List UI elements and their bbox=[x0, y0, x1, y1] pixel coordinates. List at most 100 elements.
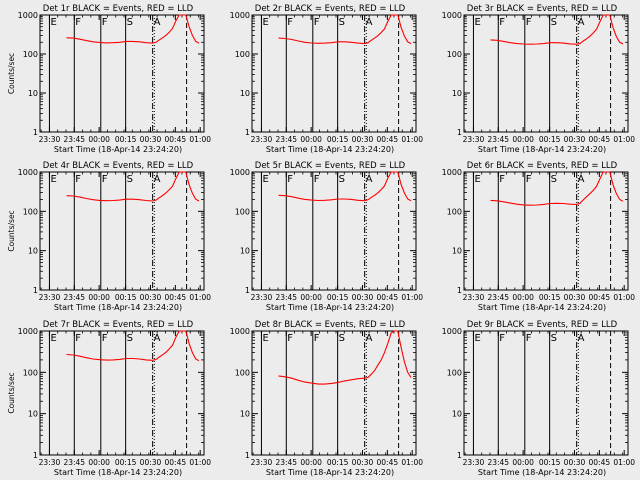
lld-series-line bbox=[490, 14, 624, 45]
lld-series-line bbox=[66, 330, 200, 362]
marker-label: S bbox=[551, 174, 557, 185]
x-tick-label: 23:30 bbox=[463, 458, 485, 467]
y-tick-label: 1000 bbox=[442, 168, 462, 177]
y-tick-label: 1000 bbox=[18, 168, 38, 177]
y-tick-label: 10 bbox=[452, 410, 462, 419]
x-tick-label: 23:45 bbox=[487, 293, 509, 302]
y-tick-label: 10 bbox=[240, 89, 250, 98]
plot-frame bbox=[39, 171, 205, 291]
x-tick-label: 00:45 bbox=[377, 135, 399, 144]
chart-panel-6: Det 6r BLACK = Events, RED = LLD 1 10 100 10… bbox=[442, 161, 635, 312]
x-tick-label: 23:45 bbox=[487, 458, 509, 467]
plot-frame bbox=[463, 171, 629, 291]
x-tick-label: 00:45 bbox=[377, 293, 399, 302]
y-tick-label: 1 bbox=[33, 128, 38, 137]
marker-label: F bbox=[526, 174, 532, 185]
y-tick-label: 1000 bbox=[442, 327, 462, 336]
marker-label: E bbox=[50, 17, 56, 28]
x-tick-label: 00:00 bbox=[512, 135, 534, 144]
y-tick-label: 10 bbox=[28, 89, 38, 98]
y-tick-label: 1 bbox=[457, 128, 462, 137]
marker-label: F bbox=[287, 333, 293, 344]
y-tick-label: 100 bbox=[235, 207, 250, 216]
x-tick-label: 23:30 bbox=[463, 135, 485, 144]
x-tick-label: 23:45 bbox=[275, 293, 297, 302]
x-tick-label: 01:00 bbox=[401, 458, 423, 467]
chart-panel-2: Det 2r BLACK = Events, RED = LLD 1 10 100 10… bbox=[230, 4, 423, 154]
x-tick-label: 23:45 bbox=[63, 293, 85, 302]
marker-label: F bbox=[102, 17, 108, 28]
panel-title: Det 3r BLACK = Events, RED = LLD bbox=[467, 4, 618, 14]
lld-series-line bbox=[490, 171, 624, 206]
marker-label: S bbox=[339, 17, 345, 28]
chart-panel-1: Det 1r BLACK = Events, RED = LLD 1 10 100 10… bbox=[7, 4, 211, 154]
marker-label: E bbox=[262, 333, 268, 344]
x-tick-label: 00:00 bbox=[300, 293, 322, 302]
x-tick-label: 23:30 bbox=[39, 135, 61, 144]
marker-label: F bbox=[75, 17, 81, 28]
panel-title: Det 8r BLACK = Events, RED = LLD bbox=[255, 320, 406, 330]
x-axis-label: Start Time (18-Apr-14 23:24:20) bbox=[266, 468, 394, 477]
x-tick-label: 23:45 bbox=[275, 135, 297, 144]
x-axis-label: Start Time (18-Apr-14 23:24:20) bbox=[478, 145, 606, 154]
y-tick-label: 100 bbox=[447, 368, 462, 377]
marker-label: F bbox=[526, 17, 532, 28]
marker-label: E bbox=[262, 174, 268, 185]
x-tick-label: 23:30 bbox=[251, 293, 273, 302]
y-tick-label: 1 bbox=[33, 451, 38, 460]
x-tick-label: 23:30 bbox=[251, 135, 273, 144]
x-axis-label: Start Time (18-Apr-14 23:24:20) bbox=[478, 468, 606, 477]
x-tick-label: 00:00 bbox=[300, 458, 322, 467]
x-tick-label: 00:15 bbox=[539, 135, 561, 144]
y-tick-label: 1 bbox=[457, 451, 462, 460]
marker-label: F bbox=[526, 333, 532, 344]
x-tick-label: 00:15 bbox=[115, 458, 137, 467]
x-tick-label: 00:15 bbox=[327, 293, 349, 302]
marker-label: S bbox=[339, 174, 345, 185]
marker-label: F bbox=[287, 17, 293, 28]
marker-label: S bbox=[551, 17, 557, 28]
panel-title: Det 1r BLACK = Events, RED = LLD bbox=[43, 4, 194, 14]
x-tick-label: 23:45 bbox=[63, 135, 85, 144]
marker-label: S bbox=[127, 17, 133, 28]
chart-panel-4: Det 4r BLACK = Events, RED = LLD 1 10 100 10… bbox=[7, 161, 211, 312]
y-tick-label: 100 bbox=[235, 50, 250, 59]
y-tick-label: 100 bbox=[447, 50, 462, 59]
plot-frame bbox=[251, 171, 417, 291]
x-axis-label: Start Time (18-Apr-14 23:24:20) bbox=[266, 145, 394, 154]
x-tick-label: 00:00 bbox=[300, 135, 322, 144]
plot-frame bbox=[39, 330, 205, 456]
y-tick-label: 1 bbox=[457, 286, 462, 295]
x-tick-label: 00:00 bbox=[512, 293, 534, 302]
x-tick-label: 00:30 bbox=[352, 135, 374, 144]
x-tick-label: 00:15 bbox=[327, 458, 349, 467]
panel-title: Det 5r BLACK = Events, RED = LLD bbox=[255, 161, 406, 171]
x-tick-label: 01:00 bbox=[189, 135, 211, 144]
plot-frame bbox=[251, 14, 417, 133]
lld-series-line bbox=[278, 14, 412, 45]
x-tick-label: 00:30 bbox=[352, 293, 374, 302]
x-tick-label: 01:00 bbox=[613, 293, 635, 302]
y-tick-label: 10 bbox=[28, 247, 38, 256]
x-tick-label: 00:00 bbox=[88, 135, 110, 144]
x-tick-label: 00:00 bbox=[512, 458, 534, 467]
marker-label: E bbox=[262, 17, 268, 28]
x-tick-label: 23:30 bbox=[463, 293, 485, 302]
chart-panel-8: Det 8r BLACK = Events, RED = LLD 1 10 100 10… bbox=[230, 320, 423, 477]
lld-series-line bbox=[66, 171, 200, 202]
marker-label: F bbox=[75, 333, 81, 344]
x-axis-label: Start Time (18-Apr-14 23:24:20) bbox=[54, 303, 182, 312]
panel-title: Det 7r BLACK = Events, RED = LLD bbox=[43, 320, 194, 330]
plot-frame bbox=[463, 330, 629, 456]
y-tick-label: 100 bbox=[23, 368, 38, 377]
marker-label: A bbox=[366, 17, 373, 28]
x-tick-label: 00:45 bbox=[377, 458, 399, 467]
chart-panel-3: Det 3r BLACK = Events, RED = LLD 1 10 100 10… bbox=[442, 4, 635, 154]
marker-label: F bbox=[314, 174, 320, 185]
x-axis-label: Start Time (18-Apr-14 23:24:20) bbox=[54, 468, 182, 477]
x-tick-label: 00:45 bbox=[589, 293, 611, 302]
marker-label: E bbox=[50, 333, 56, 344]
plot-frame bbox=[463, 14, 629, 133]
y-tick-label: 1000 bbox=[230, 168, 250, 177]
y-tick-label: 10 bbox=[28, 410, 38, 419]
